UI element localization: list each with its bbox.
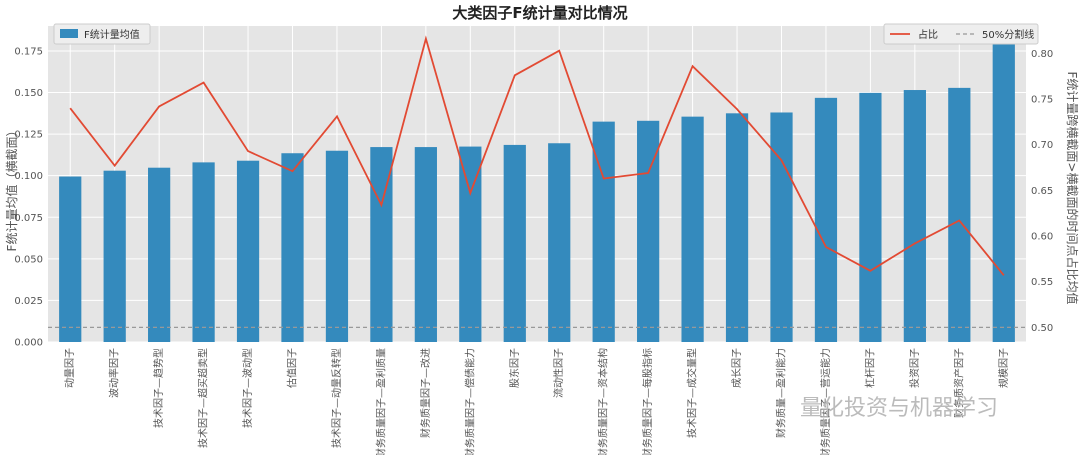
- x-tick-label: 估值因子: [286, 348, 299, 388]
- legend-right: 占比 50%分割线: [883, 23, 1039, 45]
- x-tick-label: 财务质量因子—盈利质量: [374, 348, 387, 455]
- x-tick-label: 财务质量—盈利能力: [775, 348, 788, 438]
- x-tick-label: 财务质量因子—偿债能力: [463, 348, 476, 455]
- y-left-tick-label: 0.100: [14, 171, 43, 182]
- x-tick-label: 财务质资产因子: [952, 348, 965, 418]
- ratio-line: [69, 35, 1005, 276]
- x-tick-label: 财务质量因子—营运能力: [819, 348, 832, 455]
- bar-series: [59, 39, 1015, 342]
- bar: [948, 87, 971, 342]
- x-tick-label: 财务质量因子—资本结构: [597, 348, 610, 455]
- bar: [548, 143, 571, 342]
- y-axis-left-label: F统计量均值（横截面）: [4, 125, 19, 252]
- watermark-text: 量化投资与机器学习: [800, 396, 998, 421]
- y-axis-left-ticks: 0.000 0.025 0.050 0.075 0.100 0.125 0.150 0.175: [14, 46, 43, 348]
- bar: [59, 176, 82, 342]
- bar: [414, 147, 437, 342]
- y-right-tick-label: 0.70: [1031, 140, 1053, 151]
- y-right-tick-label: 0.80: [1031, 49, 1053, 60]
- legend-bar-label: F统计量均值: [84, 28, 140, 41]
- bar: [281, 153, 304, 342]
- y-axis-right-label: F统计量跨横截面>横截面的时间点占比均值: [1065, 72, 1080, 305]
- x-tick-label: 动量因子: [64, 348, 76, 388]
- y-left-tick-label: 0.150: [14, 88, 43, 99]
- legend-ref-label: 50%分割线: [982, 28, 1034, 41]
- x-tick-label: 规模因子: [997, 348, 1010, 388]
- y-left-tick-label: 0.025: [14, 296, 43, 307]
- bar: [681, 116, 704, 342]
- bar: [236, 160, 260, 342]
- x-tick-label: 投资因子: [908, 348, 921, 388]
- legend-left: F统计量均值: [53, 23, 151, 45]
- legend-right-box: [883, 23, 1039, 45]
- legend-bar-swatch: [60, 29, 78, 38]
- bar: [503, 144, 526, 342]
- y-right-tick-label: 0.60: [1031, 232, 1053, 243]
- bar: [459, 146, 482, 342]
- bar: [148, 167, 171, 342]
- bar: [725, 113, 749, 342]
- y-left-tick-label: 0.050: [14, 254, 43, 265]
- y-left-tick-label: 0.125: [14, 130, 43, 141]
- x-tick-label: 技术因子—趋势型: [152, 348, 165, 428]
- y-right-tick-label: 0.65: [1031, 186, 1053, 197]
- x-tick-label: 技术因子—动量反转型: [330, 348, 343, 448]
- x-tick-label: 波动率因子: [108, 348, 121, 398]
- y-left-tick-label: 0.175: [14, 46, 43, 57]
- y-right-tick-label: 0.55: [1031, 277, 1053, 288]
- x-tick-label: 流动性因子: [552, 348, 565, 398]
- bar: [192, 162, 215, 342]
- bar: [103, 170, 126, 342]
- x-tick-label: 技术因子—波动型: [241, 348, 254, 428]
- x-tick-label: 技术因子—超买超卖型: [197, 348, 210, 448]
- x-tick-label: 技术因子—成交量型: [686, 348, 699, 438]
- y-axis-right-ticks: 0.50 0.55 0.60 0.65 0.70 0.75 0.80: [1031, 49, 1053, 334]
- bar: [903, 90, 926, 342]
- chart-title: 大类因子F统计量对比情况: [452, 4, 627, 22]
- legend-ratio-label: 占比: [918, 28, 938, 41]
- bar: [592, 121, 615, 342]
- x-tick-label: 股东因子: [508, 348, 521, 388]
- y-left-tick-label: 0.075: [14, 213, 43, 224]
- x-axis-ticks: 动量因子 波动率因子 技术因子—趋势型 技术因子—超买超卖型 技术因子—波动型 估值因子 技…: [64, 348, 1010, 455]
- bar: [770, 112, 793, 342]
- bar: [859, 92, 882, 342]
- y-right-tick-label: 0.75: [1031, 95, 1053, 106]
- x-tick-label: 杠杆因子: [863, 348, 876, 388]
- y-left-tick-label: 0.000: [14, 338, 43, 349]
- bar: [992, 39, 1015, 342]
- bar: [814, 97, 838, 342]
- x-tick-label: 财务质量因子—改进: [419, 348, 432, 438]
- bar: [637, 120, 660, 342]
- x-tick-label: 成长因子: [731, 348, 743, 388]
- x-tick-label: 财务质量因子—每股指标: [641, 348, 654, 455]
- y-right-tick-label: 0.50: [1031, 323, 1053, 334]
- bar: [325, 150, 349, 342]
